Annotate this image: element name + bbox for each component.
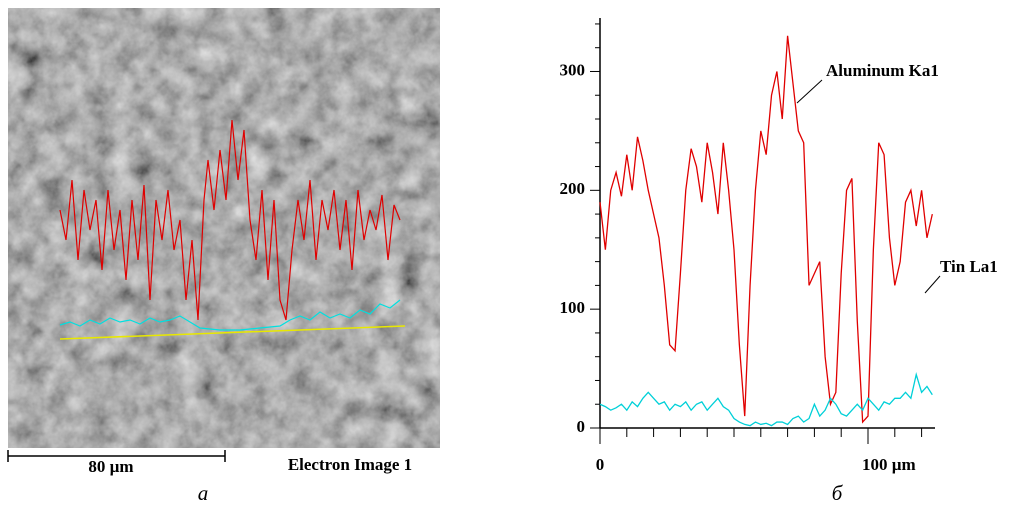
x-tick-label: 100 µm [862,455,916,474]
scale-bar-label: 80 µm [88,457,133,476]
image-label: Electron Image 1 [288,455,412,474]
leader-line [924,275,941,294]
y-tick-label: 300 [560,60,586,79]
x-tick-label: 0 [596,455,605,474]
y-tick-label: 100 [560,298,586,317]
y-tick-label: 0 [577,417,586,436]
series-line [599,35,933,424]
leader-line [796,79,823,104]
y-tick-label: 200 [560,179,586,198]
series-label: Aluminum Ka1 [826,61,939,80]
chart: 0 100 µm 0 100 200 300 Aluminum Ka1 Tin La1 [560,18,998,474]
caption: a [198,481,209,505]
scale-bar [7,450,226,462]
caption: б [832,481,844,505]
series-line [599,371,933,427]
electron-image [8,8,440,448]
series-label: Tin La1 [940,257,998,276]
